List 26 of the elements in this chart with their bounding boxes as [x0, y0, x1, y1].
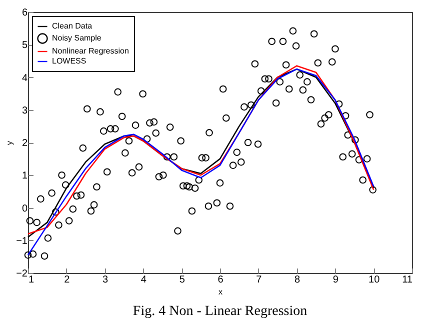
y-tick-label: 4: [22, 72, 28, 84]
x-axis-title: x: [218, 288, 222, 296]
legend-label: Noisy Sample: [52, 34, 102, 42]
y-tick-label: 6: [22, 8, 28, 18]
x-tick-label: 5: [179, 274, 186, 286]
y-axis-title: y: [5, 141, 14, 145]
x-tick-label: 4: [140, 274, 147, 286]
y-tick-label: 0: [22, 203, 28, 214]
x-tick-label: 6: [218, 274, 224, 286]
y-tick-label: −1: [16, 236, 28, 247]
x-tick-label: 8: [294, 274, 301, 286]
y-tick-label: 2: [22, 138, 28, 149]
x-tick-label: 7: [256, 274, 262, 286]
text: Fig. 4 Non - Linear Regression: [132, 304, 308, 319]
x-tick-label: 10: [368, 274, 380, 286]
legend-label: LOWESS: [52, 56, 86, 66]
y-tick-label: 3: [22, 105, 28, 116]
legend-label: Clean Data: [52, 22, 93, 30]
x-tick-label: 3: [102, 274, 109, 286]
y-tick-label: 5: [22, 40, 28, 52]
y-tick-label: 1: [22, 170, 28, 182]
legend-label: Nonlinear Regression: [52, 46, 129, 56]
x-tick-label: 9: [332, 274, 339, 286]
x-tick-label: 11: [402, 274, 413, 286]
y-tick-label: −2: [16, 268, 28, 280]
x-tick-label: 2: [64, 274, 70, 286]
